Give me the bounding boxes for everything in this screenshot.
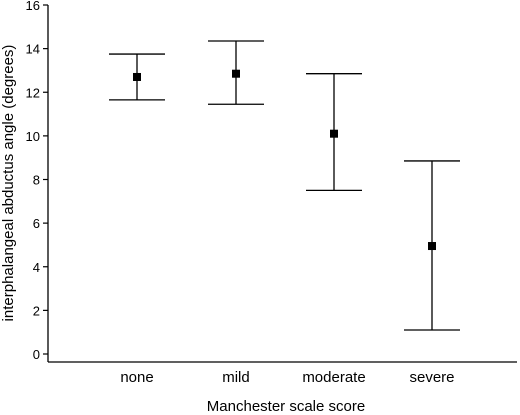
y-axis-title: interphalangeal abductus angle (degrees) (0, 45, 17, 322)
error-bar-none (109, 53, 165, 101)
x-axis-ticks: none mild moderate severe (120, 369, 454, 386)
x-tick-label-mild: mild (222, 369, 250, 386)
y-tick-label: 6 (33, 216, 40, 231)
y-tick-label: 16 (26, 0, 40, 13)
data-marks (109, 40, 460, 331)
y-tick-label: 2 (33, 303, 40, 318)
mean-marker (330, 129, 338, 138)
x-tick-label-severe: severe (409, 369, 454, 386)
y-tick-label: 8 (33, 173, 40, 188)
error-bar-moderate (306, 73, 362, 192)
y-tick-label: 4 (33, 260, 40, 275)
x-tick-label-none: none (120, 369, 153, 386)
mean-marker (133, 72, 141, 81)
error-bar-mild (208, 40, 264, 105)
x-axis-title: Manchester scale score (207, 398, 365, 415)
error-bar-severe (404, 160, 460, 331)
mean-marker (232, 69, 240, 78)
mean-marker (428, 242, 436, 251)
plot-area: 0 2 4 6 8 10 12 14 16 none mild moderate severe (26, 0, 517, 386)
x-tick-label-moderate: moderate (302, 369, 365, 386)
y-tick-label: 10 (26, 129, 40, 144)
y-tick-label: 12 (26, 85, 40, 100)
y-tick-label: 14 (26, 42, 40, 57)
y-tick-label: 0 (33, 347, 40, 362)
y-axis-ticks: 0 2 4 6 8 10 12 14 16 (26, 0, 48, 362)
